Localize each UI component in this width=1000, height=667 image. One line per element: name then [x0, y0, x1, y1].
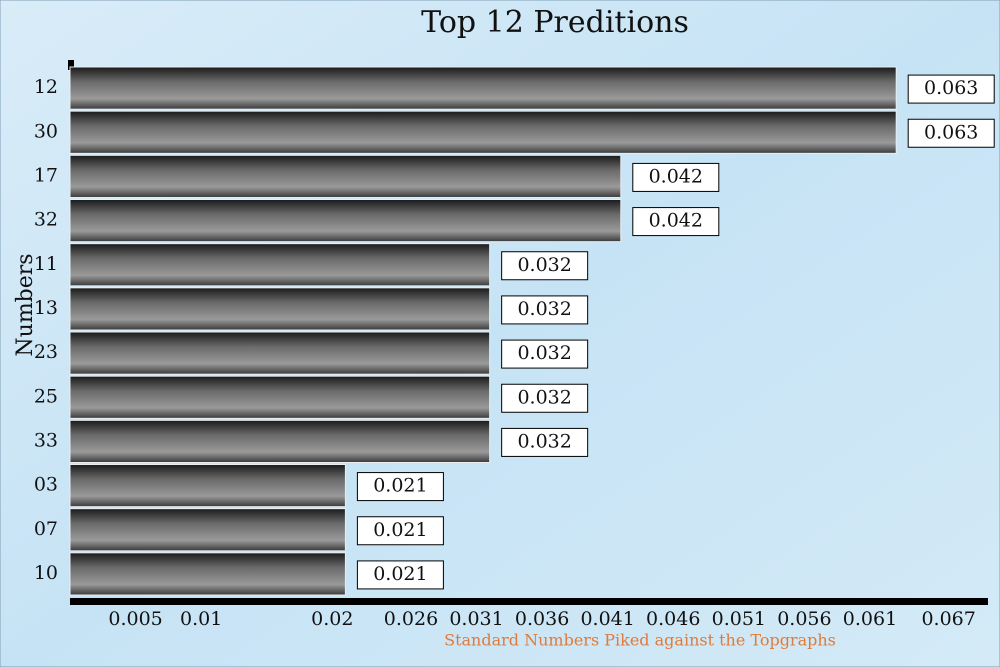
- value-label-box: [356, 516, 444, 546]
- y-tick-label: 03: [34, 474, 58, 496]
- value-label: 0.042: [649, 165, 703, 187]
- value-label-box: [501, 251, 589, 281]
- x-tick-label: 0.031: [449, 608, 503, 630]
- value-label-box: [501, 383, 589, 413]
- x-tick-label: 0.051: [712, 608, 766, 630]
- chart-title: Top 12 Preditions: [421, 5, 689, 40]
- value-label: 0.032: [517, 342, 571, 364]
- value-label: 0.032: [517, 298, 571, 320]
- bar: [69, 287, 491, 331]
- x-tick-label: 0.056: [777, 608, 831, 630]
- bar: [69, 464, 346, 508]
- value-label: 0.063: [924, 121, 978, 143]
- bar: [69, 154, 622, 198]
- value-label: 0.032: [517, 386, 571, 408]
- x-tick-label: 0.067: [921, 608, 975, 630]
- bar: [69, 66, 897, 110]
- value-label-box: [501, 339, 589, 369]
- value-label-box: [907, 118, 995, 148]
- y-axis-label: Numbers: [13, 253, 38, 356]
- value-label: 0.032: [517, 254, 571, 276]
- bar: [69, 331, 491, 375]
- x-tick-label: 0.046: [646, 608, 700, 630]
- value-label: 0.021: [373, 475, 427, 497]
- bar: [69, 552, 346, 596]
- bar: [69, 375, 491, 419]
- bar: [69, 110, 897, 154]
- value-label: 0.032: [517, 430, 571, 452]
- x-tick-label: 0.01: [180, 608, 222, 630]
- y-tick-label: 10: [34, 562, 58, 584]
- value-label: 0.042: [649, 210, 703, 232]
- x-tick-label: 0.026: [384, 608, 438, 630]
- y-tick-label: 17: [34, 164, 58, 186]
- y-tick-label: 07: [34, 518, 58, 540]
- y-tick-label: 12: [34, 76, 58, 98]
- value-label-box: [632, 162, 720, 192]
- value-label-box: [501, 427, 589, 457]
- bar: [69, 243, 491, 287]
- x-tick-label: 0.005: [108, 608, 162, 630]
- bar: [69, 419, 491, 464]
- y-tick-label: 33: [34, 429, 58, 451]
- value-label-box: [907, 74, 995, 104]
- value-label: 0.063: [924, 77, 978, 99]
- x-tick-label: 0.041: [580, 608, 634, 630]
- value-label: 0.021: [373, 519, 427, 541]
- value-label: 0.021: [373, 563, 427, 585]
- y-tick-label: 23: [34, 341, 58, 363]
- value-label-box: [356, 472, 444, 502]
- x-tick-label: 0.036: [515, 608, 569, 630]
- value-label-box: [501, 295, 589, 325]
- x-axis-line: [70, 598, 988, 605]
- y-tick-label: 25: [34, 385, 58, 407]
- x-tick-label: 0.061: [843, 608, 897, 630]
- bar: [69, 199, 622, 243]
- value-label-box: [356, 560, 444, 590]
- value-label-box: [632, 207, 720, 237]
- y-tick-label: 30: [34, 120, 58, 142]
- x-axis-label: Standard Numbers Piked against the Topgr…: [444, 631, 836, 650]
- x-tick-label: 0.02: [311, 608, 353, 630]
- y-tick-label: 11: [34, 253, 58, 275]
- y-tick-label: 13: [34, 297, 58, 319]
- y-axis-line: [68, 60, 74, 70]
- y-tick-label: 32: [34, 209, 58, 231]
- bar: [69, 508, 346, 552]
